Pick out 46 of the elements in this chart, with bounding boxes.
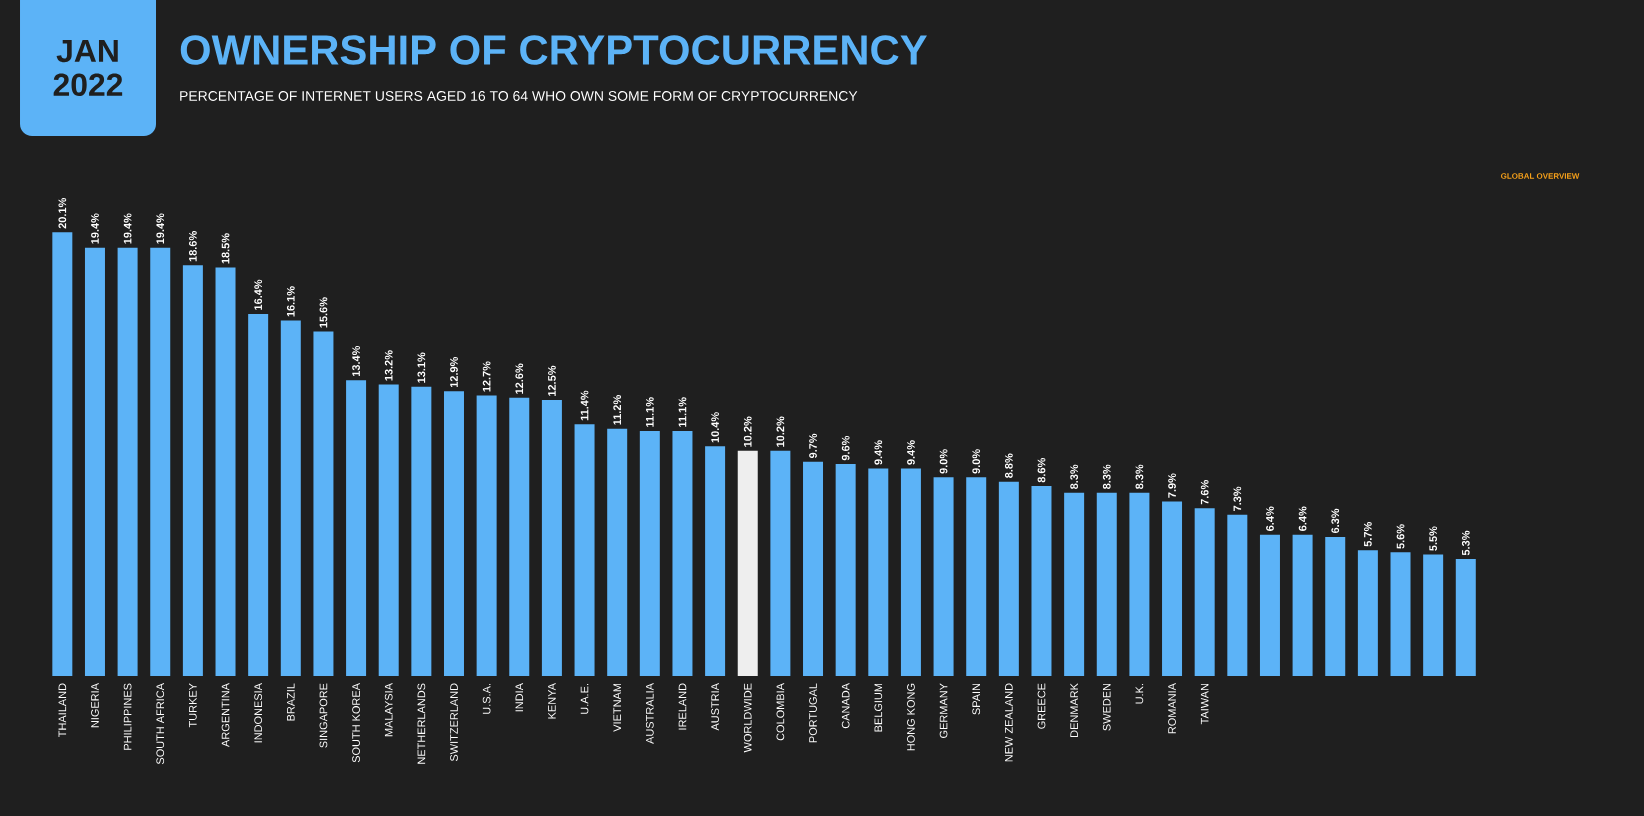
bar [607, 428, 628, 676]
bar [541, 400, 562, 676]
bar [933, 477, 954, 676]
bar [1129, 492, 1150, 676]
bar [1031, 486, 1052, 676]
bar [476, 395, 497, 676]
bar [705, 446, 726, 676]
bar [509, 397, 530, 676]
bar [378, 384, 399, 676]
bar [84, 247, 105, 676]
bar [150, 247, 171, 676]
bar [868, 468, 889, 676]
bar [248, 313, 269, 676]
bar [1292, 534, 1313, 676]
bar [280, 320, 301, 676]
bar [1227, 514, 1248, 676]
bar [1357, 550, 1378, 676]
bar [1325, 536, 1346, 676]
bar [574, 424, 595, 676]
bar [672, 430, 693, 676]
bar [966, 477, 987, 676]
bar [770, 450, 791, 676]
bar [313, 331, 334, 676]
bar [1064, 492, 1085, 676]
bar [411, 386, 432, 676]
bar [215, 267, 236, 676]
bar [998, 481, 1019, 676]
bar [1423, 554, 1444, 676]
bar [1259, 534, 1280, 676]
chart-title: OWNERSHIP OF CRYPTOCURRENCY [180, 35, 927, 65]
bar [737, 450, 758, 676]
bar [1194, 508, 1215, 676]
bar [639, 430, 660, 676]
bar [117, 247, 138, 676]
text: JAN 2022 [53, 39, 123, 97]
bar [1162, 501, 1183, 676]
bar [346, 380, 367, 676]
bar [182, 265, 203, 676]
bar [443, 391, 464, 676]
bar [52, 232, 73, 676]
bar [1096, 492, 1117, 676]
bar [1455, 558, 1476, 676]
bar [835, 464, 856, 676]
bar [1390, 552, 1411, 676]
bar [900, 468, 921, 676]
bar [803, 461, 824, 676]
